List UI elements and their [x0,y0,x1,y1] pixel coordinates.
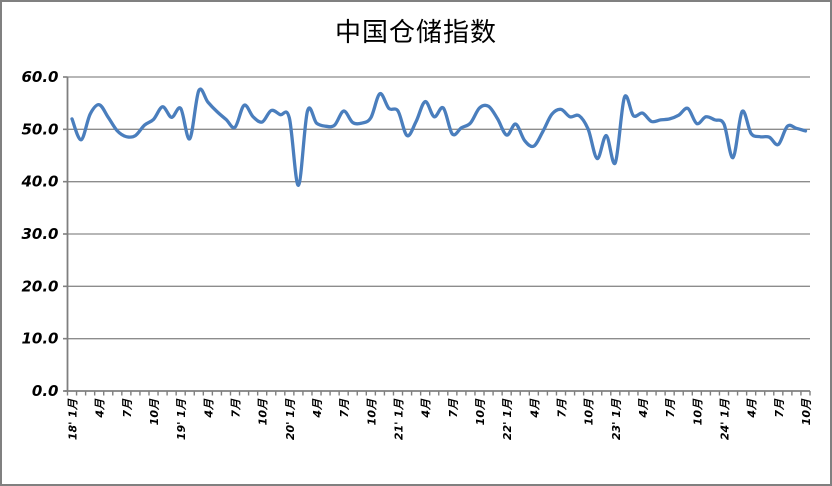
chart-title: 中国仓储指数 [334,18,497,48]
x-tick-label: 4月 [637,398,650,419]
x-tick-label: 10月 [257,398,270,425]
y-tick-label: 40.0 [20,173,58,191]
x-tick-label: 4月 [746,398,759,419]
x-tick-label: 7月 [230,398,243,418]
y-tick-label: 30.0 [21,225,58,243]
x-tick-label: 4月 [311,398,324,419]
x-tick-label: 4月 [94,398,107,419]
series-line [70,87,808,187]
x-tick-label: 20' 1月 [284,398,297,440]
x-tick-label: 10月 [583,398,596,425]
gridlines [67,76,810,340]
x-tick-label: 10月 [148,398,161,425]
x-tick-label: 10月 [474,398,487,425]
x-tick-label: 18' 1月 [67,398,80,440]
y-tick-label: 60.0 [21,68,58,86]
x-tick-label: 24' 1月 [718,398,731,440]
y-tick-label: 20.0 [21,277,58,295]
x-tick-label: 10月 [365,398,378,425]
x-tick-label: 10月 [691,398,704,425]
x-tick-label: 4月 [528,398,541,419]
x-tick-label: 4月 [202,398,215,419]
x-tick-label: 7月 [338,398,351,418]
x-tick-label: 4月 [420,398,433,419]
x-tick-label: 19' 1月 [175,398,188,440]
x-tick-label: 7月 [664,398,677,418]
y-tick-label: 50.0 [21,120,58,138]
x-tick-label: 7月 [773,398,786,418]
x-tick-label: 23' 1月 [610,398,623,440]
y-ticks [63,76,68,392]
x-tick-label: 7月 [121,398,134,418]
x-tick-label: 7月 [555,398,568,418]
x-tick-label: 21' 1月 [393,398,406,440]
y-tick-label: 0.0 [32,382,59,400]
x-tick-label: 10月 [800,398,813,425]
x-tick-label: 22' 1月 [501,398,514,440]
y-tick-label: 10.0 [21,330,58,348]
x-ticks [66,391,811,396]
x-tick-label: 7月 [447,398,460,418]
